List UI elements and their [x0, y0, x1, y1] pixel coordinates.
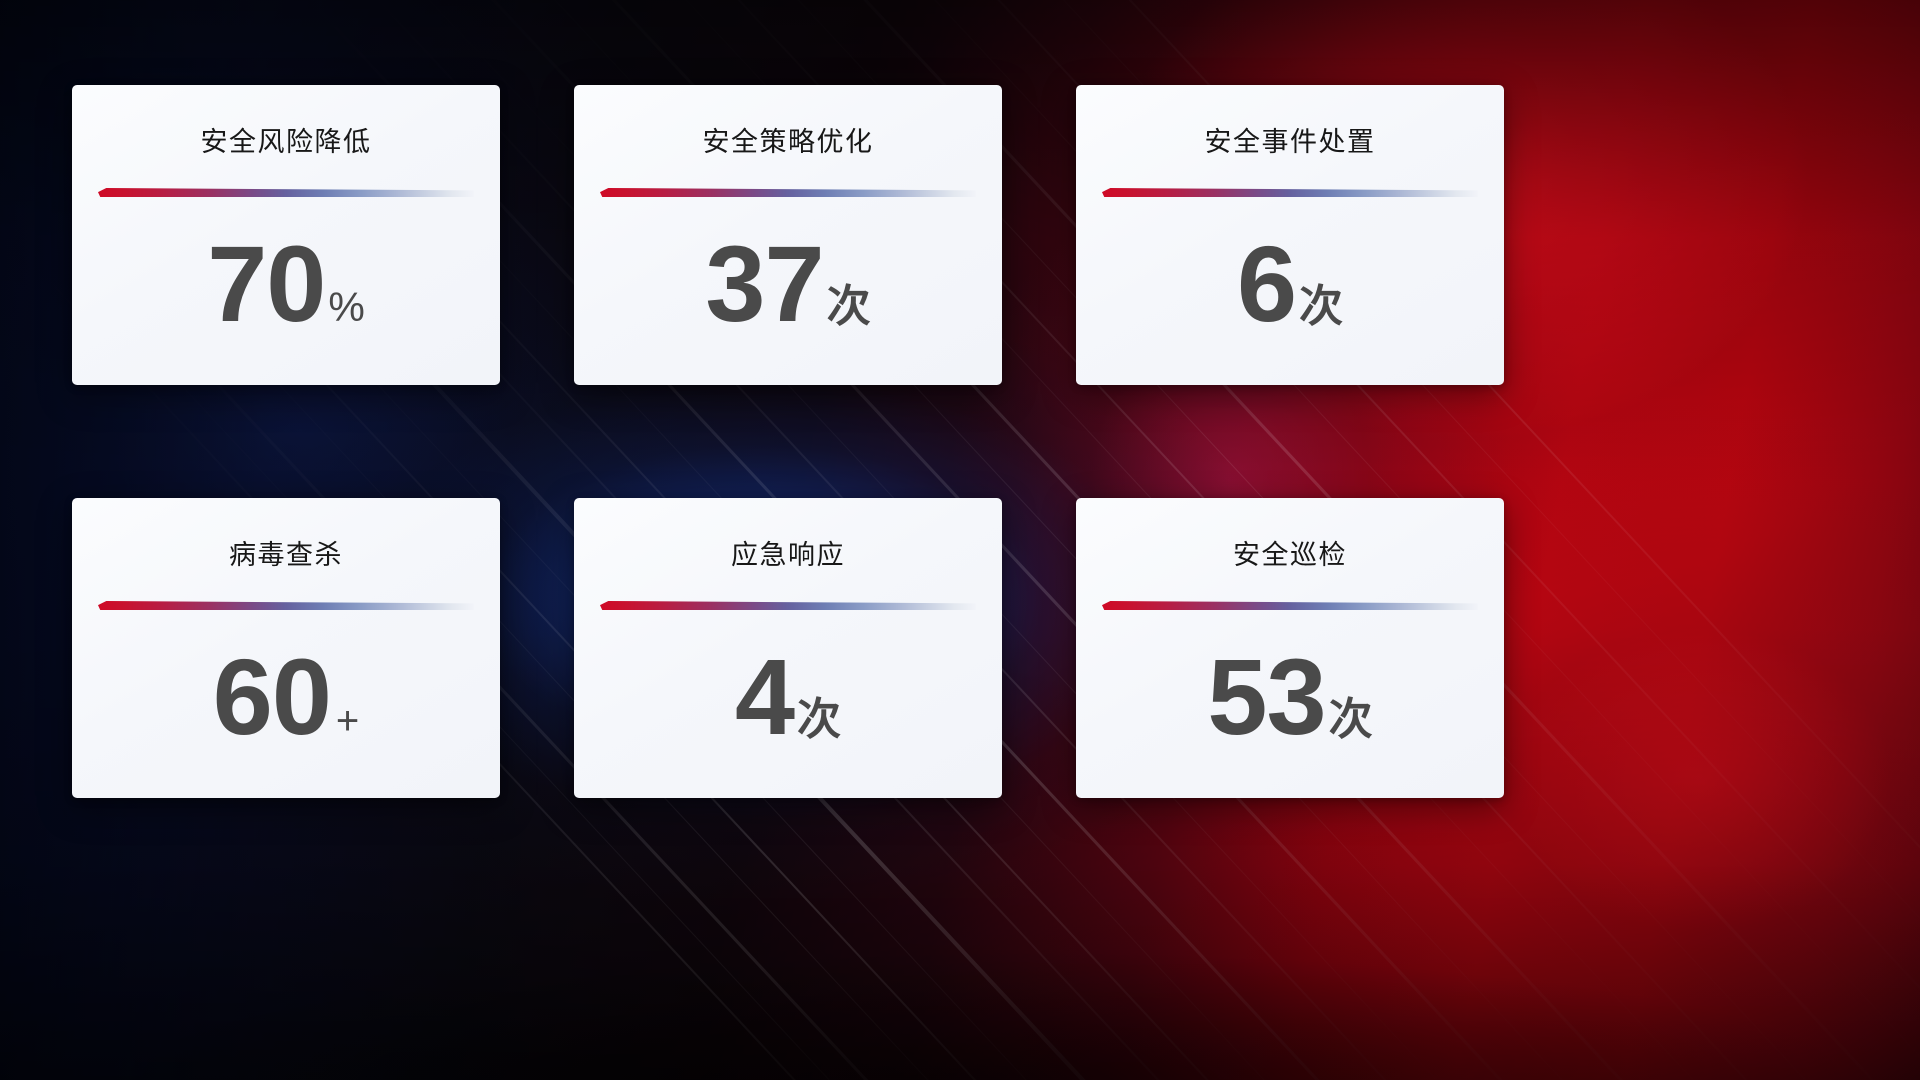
metric-card-title: 应急响应 [731, 540, 845, 570]
metric-card-value-area: 60 + [72, 610, 500, 798]
metric-card-divider [600, 601, 976, 610]
metric-card-divider [98, 188, 474, 197]
metric-card-title: 安全巡检 [1233, 540, 1347, 570]
metric-card-divider [98, 601, 474, 610]
metric-card[interactable]: 安全事件处置 6 次 [1076, 85, 1504, 385]
metric-value-number: 60 [212, 636, 332, 757]
metric-value-unit: + [335, 699, 360, 743]
metric-value-number: 6 [1236, 223, 1297, 344]
metric-card-title: 安全事件处置 [1204, 127, 1376, 157]
metric-value-group: 53 次 [1207, 643, 1372, 751]
metric-value-number: 4 [734, 636, 795, 757]
metric-card-value-area: 53 次 [1076, 610, 1504, 798]
metric-value-number: 70 [207, 223, 326, 344]
metric-value-unit: 次 [1299, 282, 1344, 331]
metric-value-unit: 次 [1328, 695, 1373, 744]
metric-card-divider-bar [600, 601, 976, 610]
metric-card-divider [600, 188, 976, 197]
metric-card-title: 安全风险降低 [200, 127, 372, 157]
metric-card-divider-bar [1102, 188, 1478, 197]
metric-card-divider-bar [98, 188, 474, 197]
metric-card[interactable]: 应急响应 4 次 [574, 498, 1002, 798]
metric-value-group: 37 次 [705, 230, 870, 338]
metric-value-number: 37 [705, 223, 824, 344]
metric-card[interactable]: 安全巡检 53 次 [1076, 498, 1504, 798]
metric-card-divider-bar [98, 601, 474, 610]
metric-card[interactable]: 安全策略优化 37 次 [574, 85, 1002, 385]
metric-value-unit: 次 [797, 695, 842, 744]
metric-card-divider-bar [1102, 601, 1478, 610]
metric-card-divider-bar [600, 188, 976, 197]
metric-card-divider [1102, 601, 1478, 610]
metric-value-unit: 次 [826, 282, 871, 331]
metric-value-group: 70% [207, 230, 365, 338]
metric-value-number: 53 [1207, 636, 1326, 757]
metric-card[interactable]: 安全风险降低 70% [72, 85, 500, 385]
metric-card[interactable]: 病毒查杀 60 + [72, 498, 500, 798]
metric-value-unit: % [328, 284, 365, 330]
metric-value-group: 60 + [213, 643, 360, 751]
metric-card-divider [1102, 188, 1478, 197]
metric-card-grid: 安全风险降低 70% 安全策略优化 37 次安全事件处置 6 次病毒查杀 60 + 应急响应 4 次安… [72, 85, 1848, 798]
metric-card-title: 病毒查杀 [229, 540, 343, 570]
metric-card-value-area: 70% [72, 197, 500, 385]
metric-card-value-area: 37 次 [574, 197, 1002, 385]
metric-card-title: 安全策略优化 [702, 127, 874, 157]
